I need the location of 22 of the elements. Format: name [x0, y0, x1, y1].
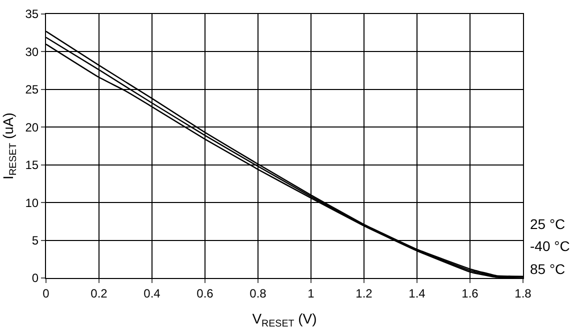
y-tick-label: 25 — [25, 82, 39, 97]
x-tick-label: 0.2 — [90, 286, 108, 300]
x-tick-label: 1.6 — [462, 286, 479, 300]
x-axis-title: V$_{RESET}$ (V) — [252, 310, 317, 330]
x-tick-label: 1 — [308, 286, 315, 300]
x-tick-label: 0.6 — [196, 286, 214, 300]
y-tick-label: 5 — [32, 233, 39, 248]
series-label: -40 °C — [530, 238, 570, 254]
series-label: 85 °C — [530, 261, 566, 277]
x-tick-label: 1.2 — [356, 286, 373, 300]
y-tick-label: 30 — [25, 44, 39, 59]
x-tick-label: 0.4 — [144, 286, 161, 300]
y-tick-label: 15 — [25, 158, 39, 172]
y-tick-label: 0 — [32, 271, 39, 286]
x-tick-label: 0.8 — [250, 286, 267, 300]
x-tick-label: 0 — [42, 286, 50, 300]
y-tick-label: 35 — [25, 7, 39, 22]
x-tick-label: 1.8 — [514, 286, 532, 300]
text: 25 °C — [530, 216, 566, 232]
y-tick-label: 10 — [25, 196, 39, 210]
x-tick-label: 1.4 — [408, 286, 426, 300]
y-tick-label: 20 — [25, 120, 39, 134]
